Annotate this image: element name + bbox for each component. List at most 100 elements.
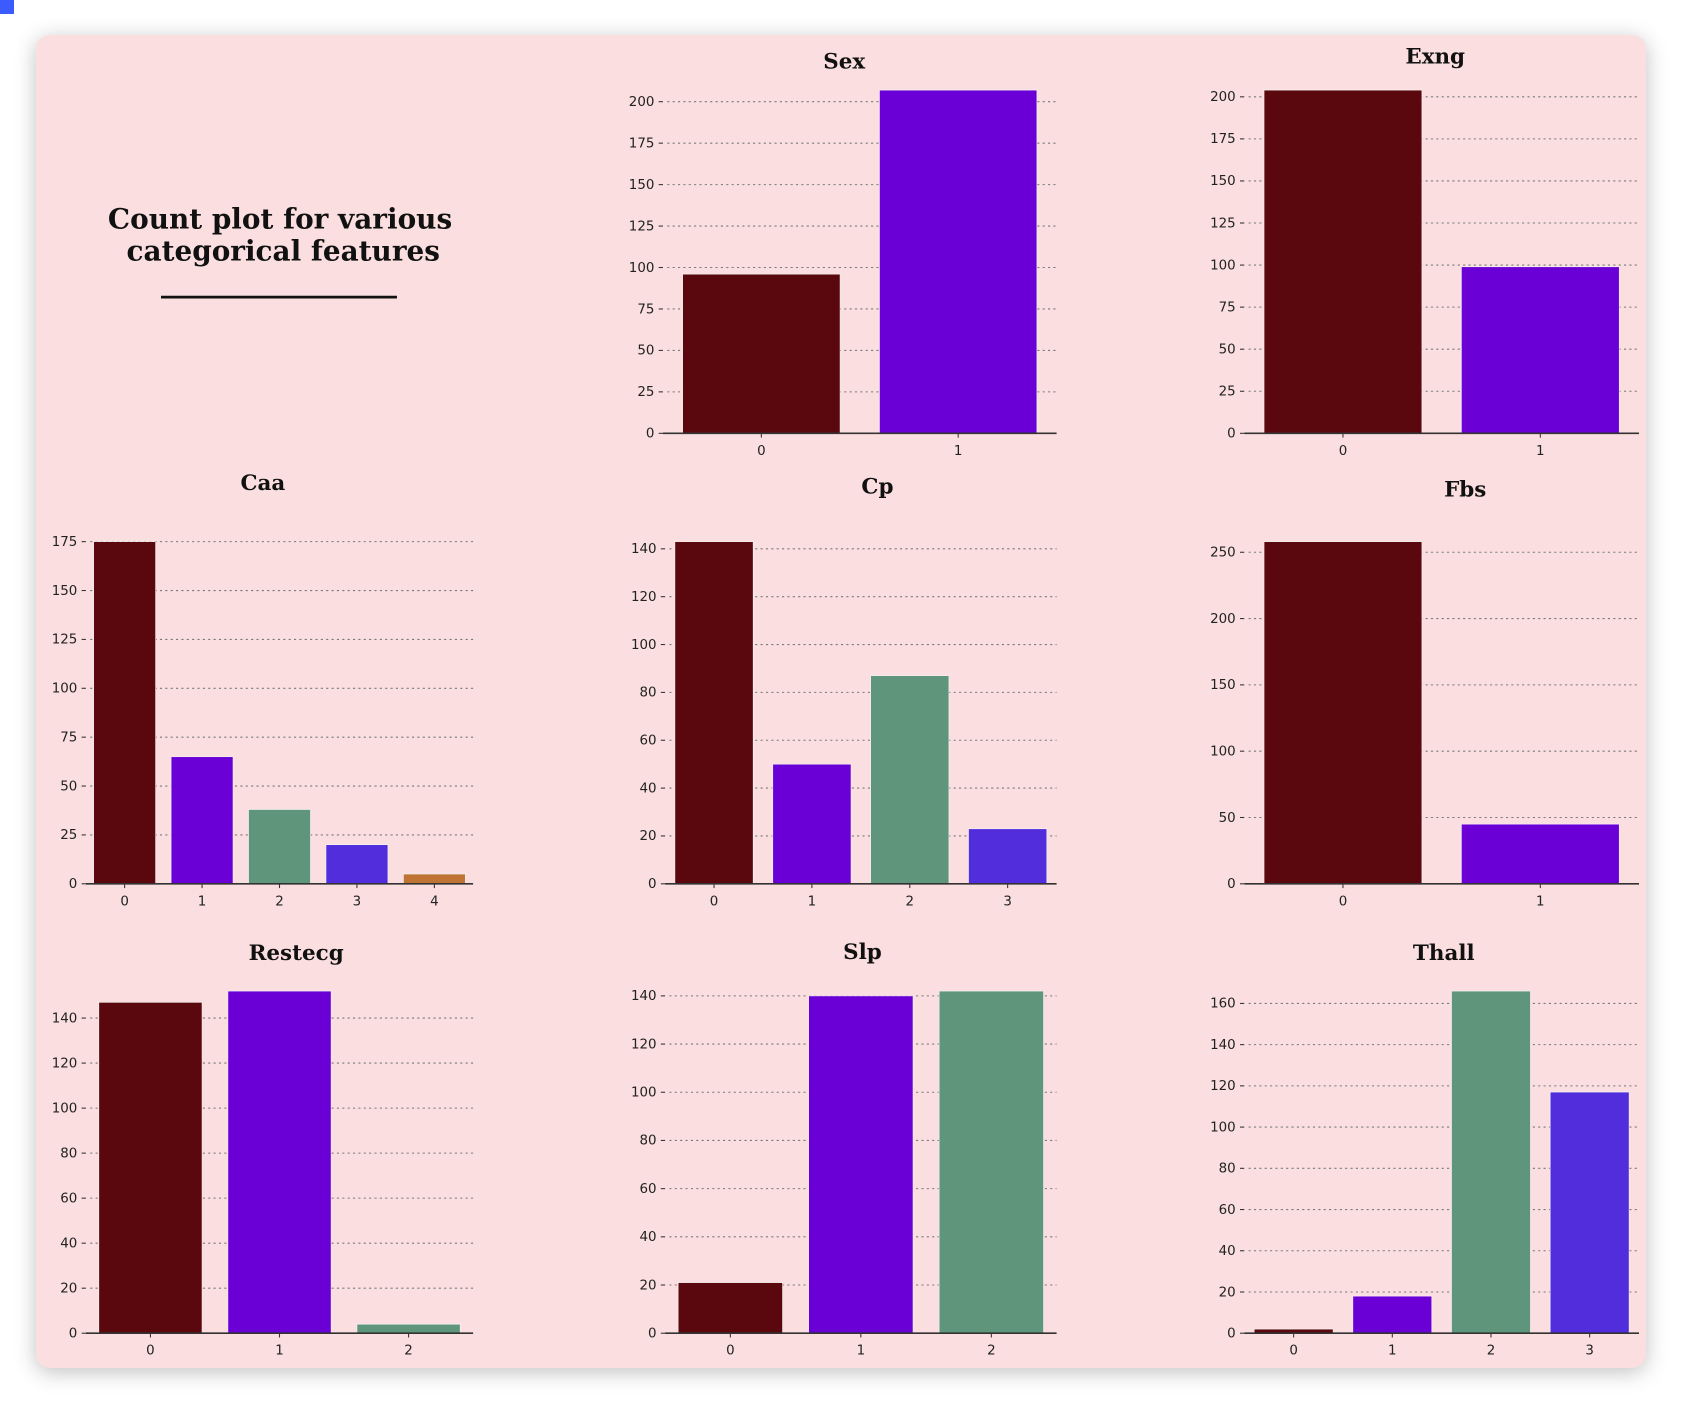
bar-caa-4 — [403, 873, 466, 885]
y-tick-label: 0 — [1227, 1327, 1236, 1342]
subplot-caa: Caa 0 25 50 75 100 125 150 175 0 1 2 3 4 — [52, 471, 474, 909]
bar-exng-1 — [1461, 266, 1620, 434]
subplot-cp: Cp 0 20 40 60 80 100 120 140 0 1 2 3 — [631, 474, 1057, 909]
subplot-thall: Thall 0 20 40 60 80 100 120 140 160 0 1 2 3 — [1210, 941, 1639, 1359]
y-tick-label: 50 — [637, 344, 654, 359]
bar-restecg-1 — [227, 990, 332, 1334]
y-tick-label: 80 — [639, 1134, 656, 1149]
bar-slp-0 — [677, 1282, 783, 1334]
bar-exng-0 — [1263, 89, 1423, 434]
subplot-title: Thall — [1413, 941, 1475, 966]
y-tick-label: 125 — [1210, 216, 1236, 231]
y-tick-label: 100 — [1210, 258, 1236, 273]
bar-fbs-1 — [1461, 823, 1620, 885]
y-tick-label: 75 — [1219, 300, 1236, 315]
x-tick-label: 1 — [1388, 1344, 1397, 1359]
x-tick-label: 0 — [120, 894, 129, 909]
x-tick-label: 0 — [1289, 1344, 1298, 1359]
y-tick-label: 80 — [1219, 1162, 1236, 1177]
y-tick-label: 200 — [1210, 612, 1236, 627]
y-tick-label: 175 — [52, 535, 78, 550]
y-tick-label: 120 — [631, 590, 657, 605]
x-tick-label: 0 — [1339, 894, 1348, 909]
subplot-title: Restecg — [249, 941, 344, 966]
y-tick-label: 80 — [60, 1146, 77, 1161]
y-tick-label: 40 — [639, 781, 656, 796]
y-tick-label: 0 — [648, 1327, 657, 1342]
y-tick-label: 20 — [639, 1278, 656, 1293]
y-tick-label: 0 — [648, 877, 657, 892]
bar-thall-2 — [1451, 990, 1531, 1334]
y-tick-label: 120 — [1210, 1079, 1236, 1094]
x-tick-label: 4 — [430, 894, 439, 909]
y-tick-label: 75 — [60, 730, 77, 745]
y-tick-label: 25 — [1219, 385, 1236, 400]
y-tick-label: 140 — [1210, 1038, 1236, 1053]
bar-cp-0 — [674, 541, 754, 885]
y-tick-label: 125 — [52, 633, 78, 648]
y-tick-label: 150 — [1210, 678, 1236, 693]
x-tick-label: 3 — [1585, 1344, 1594, 1359]
x-tick-label: 2 — [1487, 1344, 1496, 1359]
subplot-title: Exng — [1405, 44, 1465, 69]
y-tick-label: 250 — [1210, 546, 1236, 561]
bar-caa-1 — [170, 756, 234, 885]
y-tick-label: 160 — [1210, 997, 1236, 1012]
x-tick-label: 1 — [198, 894, 207, 909]
subplot-sex: Sex 0 25 50 75 100 125 150 175 200 0 1 — [629, 50, 1057, 459]
x-tick-label: 3 — [353, 894, 362, 909]
y-tick-label: 200 — [1210, 90, 1236, 105]
x-tick-label: 3 — [1003, 894, 1012, 909]
y-tick-label: 140 — [631, 542, 657, 557]
bar-cp-2 — [870, 675, 950, 885]
y-tick-label: 60 — [639, 1182, 656, 1197]
cursor-marker — [0, 0, 14, 14]
x-tick-label: 0 — [1339, 444, 1348, 459]
y-tick-label: 50 — [1219, 342, 1236, 357]
bar-fbs-0 — [1263, 541, 1423, 885]
y-tick-label: 100 — [631, 1086, 657, 1101]
x-tick-label: 0 — [710, 894, 719, 909]
x-tick-label: 1 — [275, 1344, 284, 1359]
y-tick-label: 120 — [52, 1056, 78, 1071]
y-tick-label: 60 — [1219, 1203, 1236, 1218]
figure-title-line-2: categorical features — [127, 235, 440, 268]
bar-restecg-2 — [356, 1323, 461, 1334]
y-tick-label: 40 — [60, 1236, 77, 1251]
bar-thall-1 — [1352, 1295, 1433, 1334]
subplot-title: Cp — [861, 474, 893, 499]
y-tick-label: 25 — [60, 828, 77, 843]
y-tick-label: 25 — [637, 385, 654, 400]
y-tick-label: 0 — [646, 427, 655, 442]
y-tick-label: 0 — [1227, 427, 1236, 442]
x-tick-label: 1 — [1536, 444, 1545, 459]
y-tick-label: 150 — [629, 178, 655, 193]
y-tick-label: 0 — [69, 1327, 78, 1342]
y-tick-label: 100 — [1210, 1120, 1236, 1135]
y-tick-label: 40 — [1219, 1244, 1236, 1259]
subplot-title: Sex — [823, 50, 865, 75]
y-tick-label: 50 — [60, 779, 77, 794]
y-tick-label: 175 — [1210, 132, 1236, 147]
bar-slp-1 — [808, 995, 914, 1334]
y-tick-label: 100 — [629, 261, 655, 276]
y-tick-label: 20 — [60, 1281, 77, 1296]
bar-sex-0 — [682, 273, 841, 434]
x-tick-label: 2 — [275, 894, 284, 909]
y-tick-label: 140 — [631, 989, 657, 1004]
bar-caa-3 — [325, 844, 389, 885]
bar-slp-2 — [938, 990, 1044, 1334]
subplot-title: Slp — [843, 940, 882, 965]
subplot-exng: Exng 0 25 50 75 100 125 150 175 200 0 1 — [1210, 44, 1639, 459]
x-tick-label: 2 — [906, 894, 915, 909]
y-tick-label: 100 — [52, 1101, 78, 1116]
x-tick-label: 2 — [404, 1344, 413, 1359]
y-tick-label: 75 — [637, 302, 654, 317]
x-tick-label: 0 — [726, 1344, 735, 1359]
bar-caa-2 — [248, 809, 311, 885]
subplot-slp: Slp 0 20 40 60 80 100 120 140 0 1 2 — [631, 940, 1057, 1359]
y-tick-label: 0 — [69, 877, 78, 892]
y-tick-label: 175 — [629, 136, 655, 151]
x-tick-label: 0 — [146, 1344, 155, 1359]
y-tick-label: 0 — [1227, 877, 1236, 892]
